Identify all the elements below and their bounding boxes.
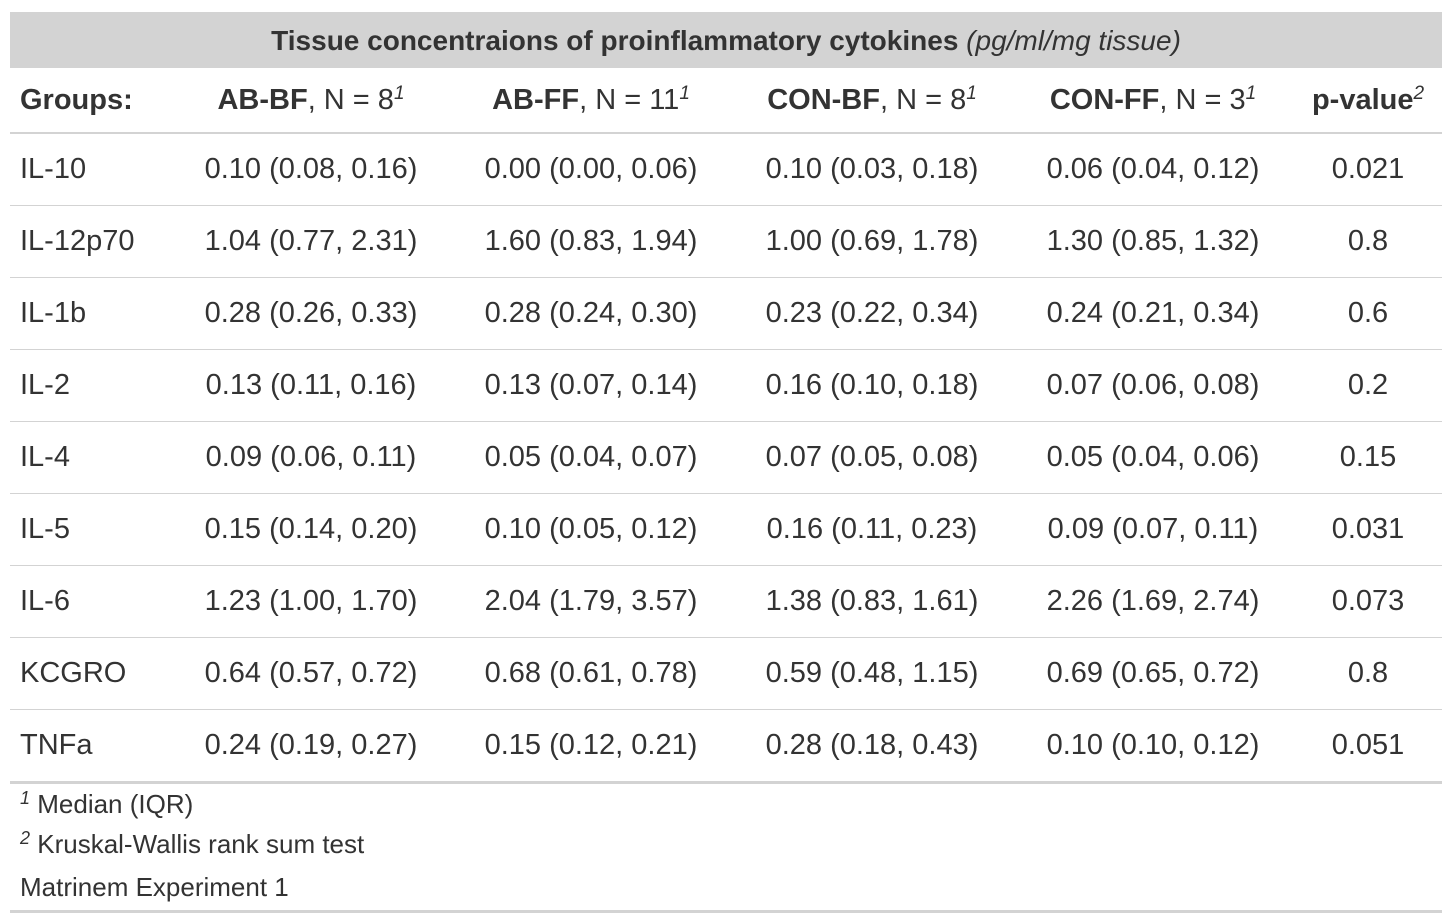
table-cell: 0.28 (0.26, 0.33) [172,277,450,350]
footnote-marker: 1 [393,82,405,104]
table-cell: 0.64 (0.57, 0.72) [172,637,450,710]
source-note: Matrinem Experiment 1 [20,872,289,902]
row-label: IL-6 [10,565,172,638]
table-cell: 0.10 (0.08, 0.16) [172,133,450,206]
footnote-marker: 2 [1413,82,1425,104]
table-cell: 0.15 (0.12, 0.21) [450,709,732,784]
table-cell: 1.30 (0.85, 1.32) [1012,205,1294,278]
table-row: IL-2 0.13 (0.11, 0.16) 0.13 (0.07, 0.14) 0.… [10,349,1443,422]
row-label: IL-10 [10,133,172,206]
header-con-ff: CON-FF, N = 31 [1012,68,1294,134]
footnote-text: Median (IQR) [30,789,194,819]
p-value-cell: 0.6 [1294,277,1443,350]
table-row: TNFa 0.24 (0.19, 0.27) 0.15 (0.12, 0.21) 0.… [10,709,1443,784]
row-label: TNFa [10,709,172,784]
table-cell: 0.07 (0.05, 0.08) [732,421,1012,494]
table-title-text: Tissue concentraions of proinflammatory … [271,25,959,56]
table-cell: 0.24 (0.21, 0.34) [1012,277,1294,350]
table-cell: 0.69 (0.65, 0.72) [1012,637,1294,710]
table-cell: 0.06 (0.04, 0.12) [1012,133,1294,206]
footnote-text: Kruskal-Wallis rank sum test [30,829,365,859]
footnote-marker: 2 [20,828,31,848]
table-cell: 2.04 (1.79, 3.57) [450,565,732,638]
footnote-marker: 1 [20,788,31,808]
cytokine-table: Tissue concentraions of proinflammatory … [10,12,1443,784]
footnote-2: 2 Kruskal-Wallis rank sum test [20,824,1442,864]
header-ab-bf: AB-BF, N = 81 [172,68,450,134]
table-cell: 0.28 (0.18, 0.43) [732,709,1012,784]
p-value-cell: 0.8 [1294,205,1443,278]
cytokine-table-container: Tissue concentraions of proinflammatory … [10,12,1443,913]
table-cell: 0.05 (0.04, 0.06) [1012,421,1294,494]
table-body: IL-10 0.10 (0.08, 0.16) 0.00 (0.00, 0.06) 0… [10,133,1443,784]
table-cell: 0.68 (0.61, 0.78) [450,637,732,710]
row-label: IL-4 [10,421,172,494]
row-label: IL-1b [10,277,172,350]
table-cell: 0.59 (0.48, 1.15) [732,637,1012,710]
header-group-n: , N = 8 [879,83,967,116]
table-cell: 0.15 (0.14, 0.20) [172,493,450,566]
table-cell: 1.00 (0.69, 1.78) [732,205,1012,278]
table-cell: 1.60 (0.83, 1.94) [450,205,732,278]
header-p-value-label: p-value [1311,83,1414,116]
header-group-name: CON-FF [1049,83,1160,116]
table-cell: 0.05 (0.04, 0.07) [450,421,732,494]
header-group-name: CON-BF [767,83,880,116]
table-cell: 1.23 (1.00, 1.70) [172,565,450,638]
header-group-n: , N = 11 [579,83,680,116]
row-label: IL-12p70 [10,205,172,278]
footnote-marker: 1 [966,82,977,104]
table-row: KCGRO 0.64 (0.57, 0.72) 0.68 (0.61, 0.78) 0… [10,637,1443,710]
table-cell: 0.07 (0.06, 0.08) [1012,349,1294,422]
header-group-n: , N = 3 [1159,83,1246,116]
table-cell: 0.10 (0.05, 0.12) [450,493,732,566]
header-p-value: p-value2 [1294,68,1443,134]
footnote-marker: 1 [1245,82,1257,104]
table-cell: 0.10 (0.03, 0.18) [732,133,1012,206]
row-label: IL-2 [10,349,172,422]
table-cell: 0.00 (0.00, 0.06) [450,133,732,206]
table-cell: 0.13 (0.07, 0.14) [450,349,732,422]
p-value-cell: 0.2 [1294,349,1443,422]
table-title-units: (pg/ml/mg tissue) [966,25,1181,56]
p-value-cell: 0.073 [1294,565,1443,638]
header-group-n: , N = 8 [307,83,394,116]
p-value-cell: 0.031 [1294,493,1443,566]
table-row: IL-12p70 1.04 (0.77, 2.31) 1.60 (0.83, 1.9… [10,205,1443,278]
table-row: IL-5 0.15 (0.14, 0.20) 0.10 (0.05, 0.12) 0.… [10,493,1443,566]
table-footnotes: 1 Median (IQR) 2 Kruskal-Wallis rank sum… [10,784,1442,913]
footnote-marker: 1 [679,82,690,104]
table-cell: 1.38 (0.83, 1.61) [732,565,1012,638]
p-value-cell: 0.051 [1294,709,1443,784]
table-cell: 0.28 (0.24, 0.30) [450,277,732,350]
table-title: Tissue concentraions of proinflammatory … [10,12,1443,68]
table-cell: 0.16 (0.10, 0.18) [732,349,1012,422]
table-cell: 0.23 (0.22, 0.34) [732,277,1012,350]
column-header-row: Groups: AB-BF, N = 81 AB-FF, N = 111 CON… [10,68,1443,134]
p-value-cell: 0.021 [1294,133,1443,206]
table-cell: 0.16 (0.11, 0.23) [732,493,1012,566]
header-groups-label: Groups: [10,68,172,134]
header-group-name: AB-FF [492,83,580,116]
table-cell: 2.26 (1.69, 2.74) [1012,565,1294,638]
table-cell: 0.13 (0.11, 0.16) [172,349,450,422]
table-row: IL-10 0.10 (0.08, 0.16) 0.00 (0.00, 0.06) 0… [10,133,1443,206]
table-title-row: Tissue concentraions of proinflammatory … [10,12,1443,68]
table-cell: 0.24 (0.19, 0.27) [172,709,450,784]
row-label: IL-5 [10,493,172,566]
table-cell: 0.09 (0.06, 0.11) [172,421,450,494]
header-group-name: AB-BF [217,83,308,116]
p-value-cell: 0.15 [1294,421,1443,494]
p-value-cell: 0.8 [1294,637,1443,710]
row-label: KCGRO [10,637,172,710]
table-row: IL-4 0.09 (0.06, 0.11) 0.05 (0.04, 0.07) 0.… [10,421,1443,494]
table-row: IL-6 1.23 (1.00, 1.70) 2.04 (1.79, 3.57) 1.… [10,565,1443,638]
footnote-1: 1 Median (IQR) [20,784,1442,824]
table-row: IL-1b 0.28 (0.26, 0.33) 0.28 (0.24, 0.30) 0… [10,277,1443,350]
table-cell: 0.10 (0.10, 0.12) [1012,709,1294,784]
header-con-bf: CON-BF, N = 81 [732,68,1012,134]
header-ab-ff: AB-FF, N = 111 [450,68,732,134]
table-cell: 0.09 (0.07, 0.11) [1012,493,1294,566]
table-cell: 1.04 (0.77, 2.31) [172,205,450,278]
